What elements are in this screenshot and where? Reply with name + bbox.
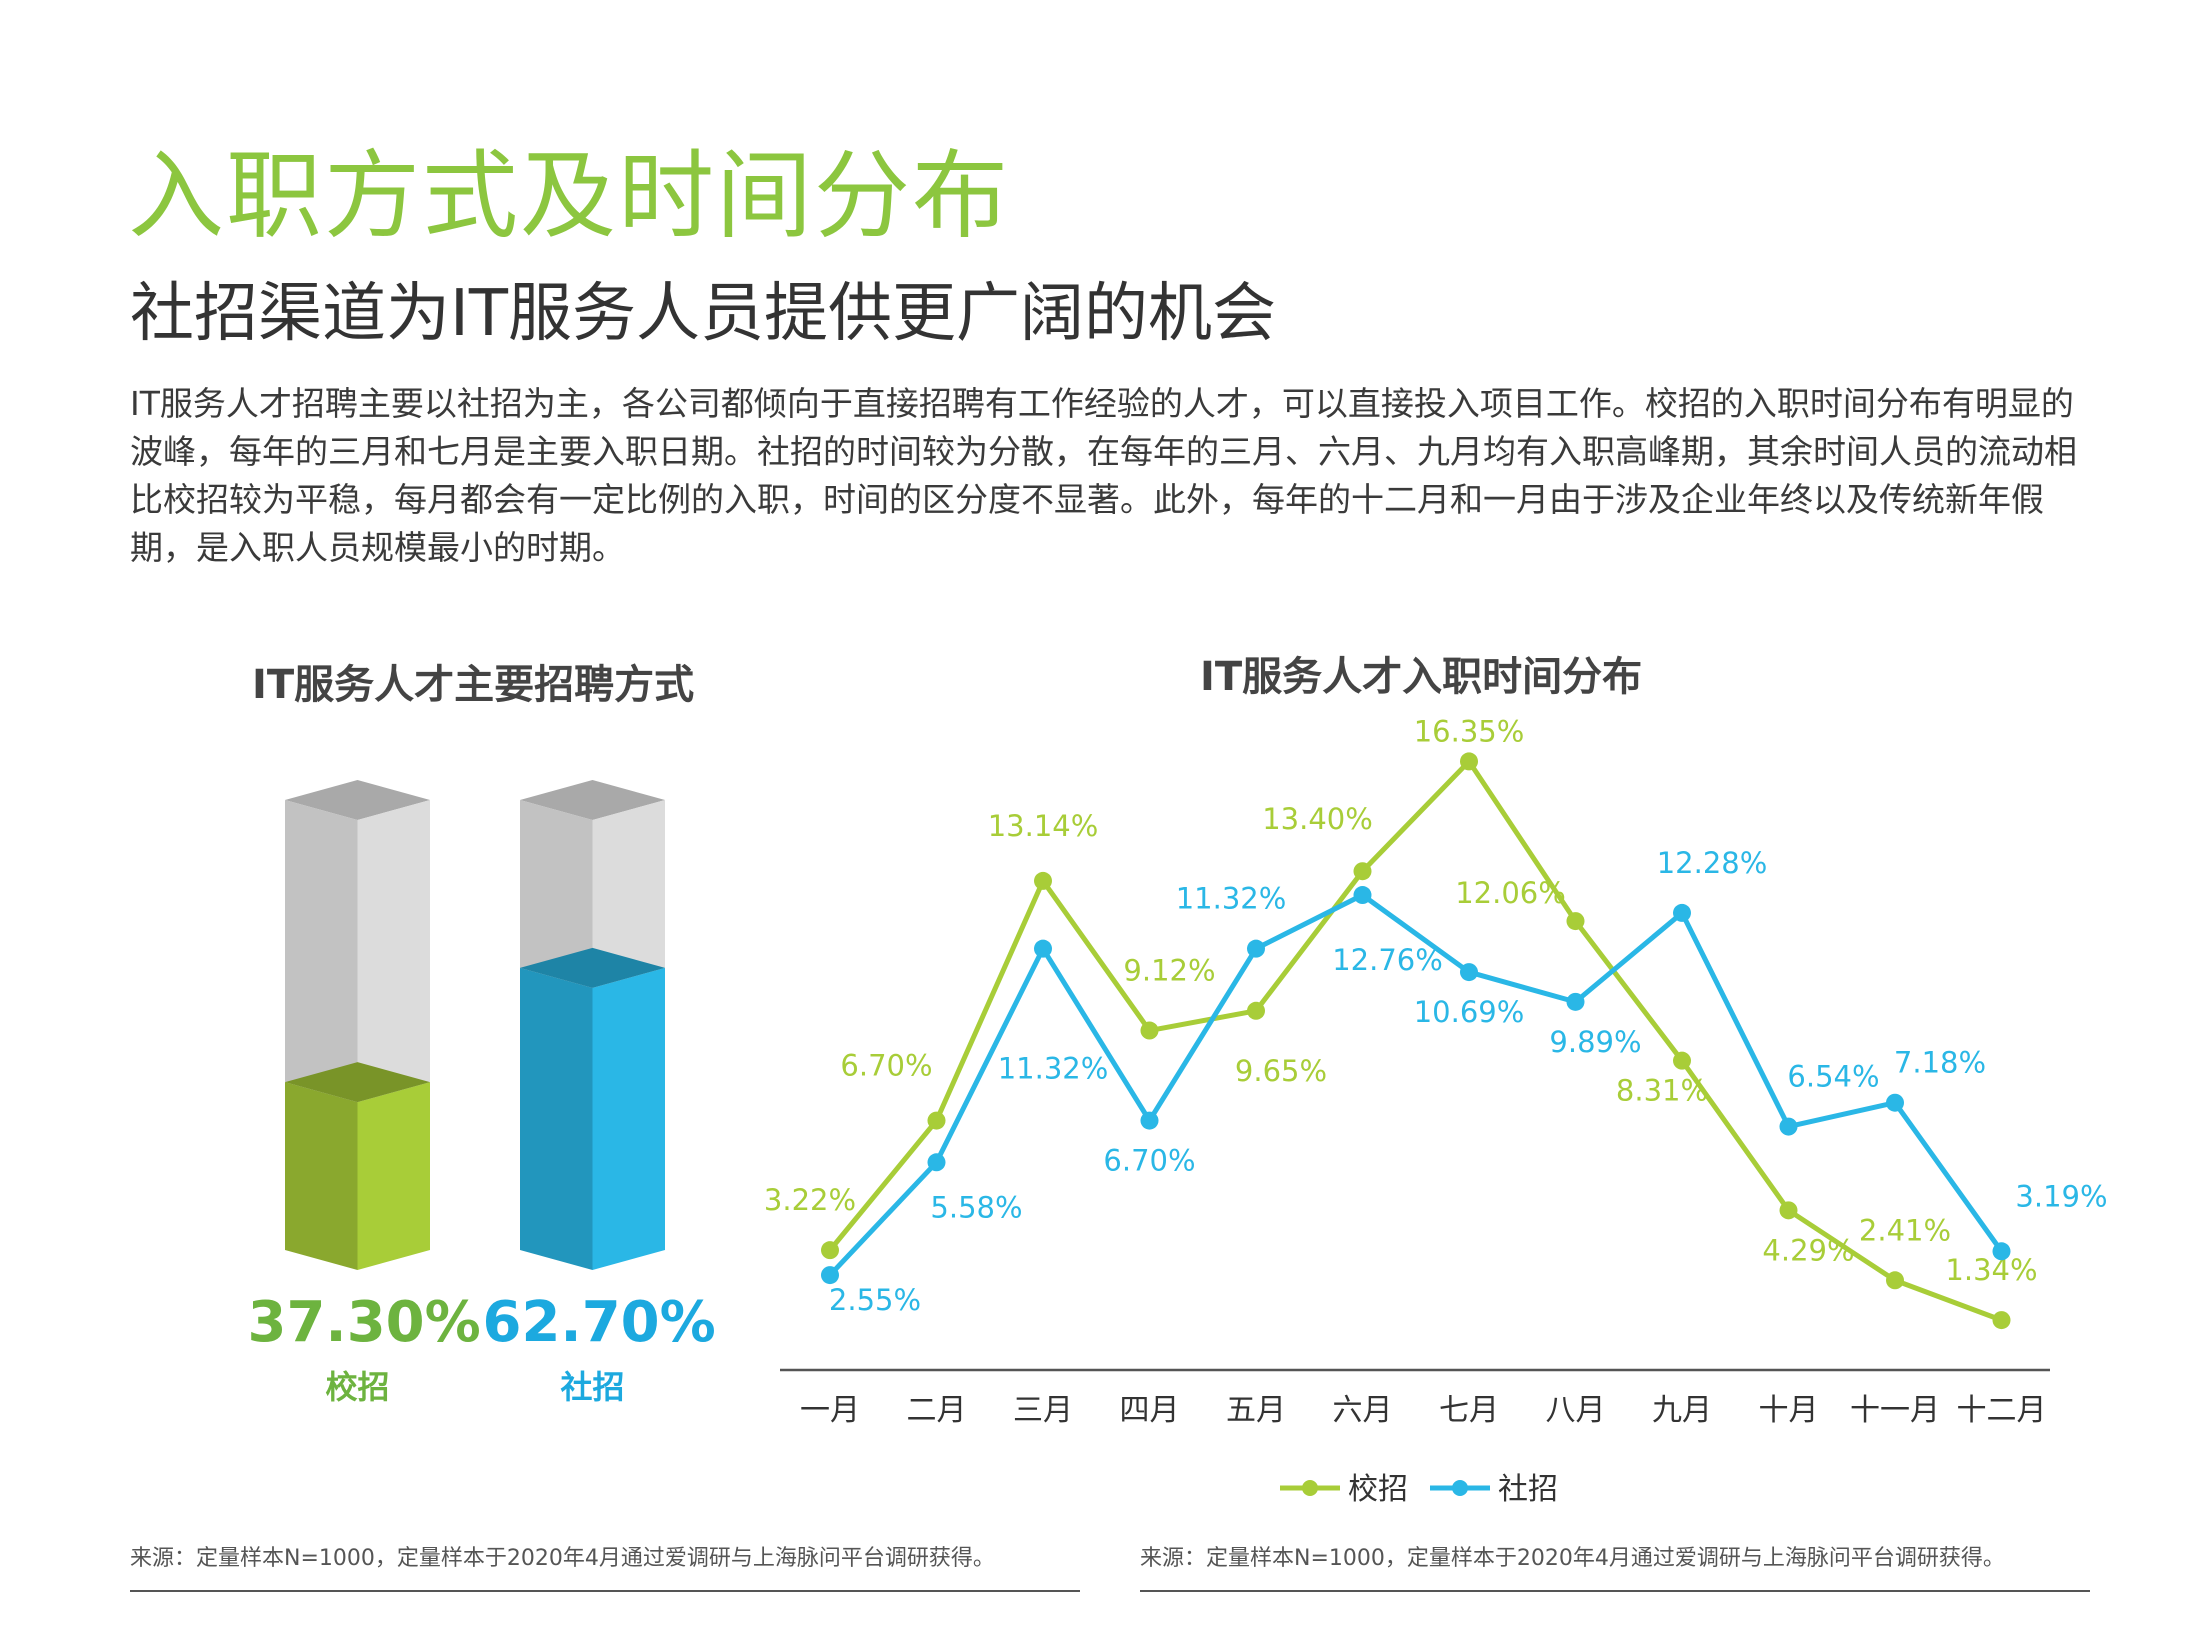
x-tick-label: 三月 [1013, 1393, 1073, 1428]
legend-label: 校招 [1348, 1472, 1408, 1507]
bar-fill-left [285, 1082, 358, 1270]
data-point [1247, 1001, 1265, 1020]
data-label: 12.06% [1455, 876, 1566, 910]
x-tick-label: 四月 [1120, 1393, 1180, 1428]
data-point [821, 1241, 839, 1260]
bar-remainder-left [520, 800, 593, 988]
source-note-right: 来源：定量样本N=1000，定量样本于2020年4月通过爱调研与上海脉问平台调研… [1140, 1546, 2005, 1571]
source-note-left: 来源：定量样本N=1000，定量样本于2020年4月通过爱调研与上海脉问平台调研… [130, 1546, 995, 1571]
data-label: 13.40% [1262, 802, 1373, 836]
body-paragraph: IT服务人才招聘主要以社招为主，各公司都倾向于直接招聘有工作经验的人才，可以直接… [130, 384, 2077, 567]
data-label: 16.35% [1414, 714, 1525, 748]
legend-label: 社招 [1498, 1472, 1558, 1507]
bar-value-campus: 37.30% [247, 1290, 481, 1355]
page-subtitle: 社招渠道为IT服务人员提供更广阔的机会 [130, 277, 1276, 351]
data-label: 3.19% [2015, 1179, 2107, 1213]
bar-remainder-right [357, 800, 430, 1103]
bar-label-social: 社招 [560, 1368, 625, 1406]
data-label: 5.58% [930, 1190, 1022, 1224]
data-label: 1.34% [1945, 1253, 2037, 1287]
legend-marker [1302, 1480, 1318, 1496]
bar-remainder-right [592, 800, 665, 988]
data-label: 8.31% [1616, 1074, 1708, 1108]
series-line [828, 758, 2003, 1323]
data-label: 9.12% [1123, 954, 1215, 988]
data-label: 7.18% [1894, 1046, 1986, 1080]
x-tick-label: 十二月 [1957, 1393, 2047, 1428]
legend-item-0: 校招 [1280, 1472, 1408, 1507]
x-tick-label: 五月 [1226, 1393, 1286, 1428]
data-point [1034, 939, 1052, 958]
data-point [1673, 903, 1691, 922]
data-point [821, 1266, 839, 1285]
data-label: 13.14% [988, 809, 1099, 843]
series-line [828, 892, 2004, 1277]
data-point [1673, 1051, 1691, 1070]
data-label: 12.76% [1332, 943, 1443, 977]
legend-marker [1452, 1480, 1468, 1496]
bar-fill-left [520, 967, 593, 1270]
bar-label-campus: 校招 [325, 1368, 390, 1406]
data-point [1992, 1242, 2011, 1261]
source-divider-left [130, 1590, 1080, 1592]
source-divider-right [1140, 1590, 2090, 1592]
bar-fill-right [357, 1082, 430, 1270]
data-point [1886, 1093, 1904, 1112]
line-chart-title: IT服务人才入职时间分布 [1200, 654, 1643, 700]
data-label: 2.41% [1859, 1213, 1951, 1247]
x-tick-label: 一月 [800, 1393, 860, 1428]
data-point [1566, 912, 1585, 931]
bar-0 [285, 780, 430, 1270]
data-label: 9.65% [1235, 1054, 1327, 1088]
data-point [1460, 963, 1478, 982]
data-point [927, 1153, 946, 1172]
bar-fill-top [520, 947, 665, 988]
data-point [1779, 1117, 1798, 1136]
bar-fill-right [592, 967, 665, 1270]
data-label: 2.55% [829, 1283, 921, 1317]
data-point [1247, 939, 1265, 958]
bar-fill-top [285, 1062, 430, 1103]
data-label: 11.32% [1176, 882, 1287, 916]
bar-chart-title: IT服务人才主要招聘方式 [252, 662, 695, 708]
x-tick-label: 七月 [1439, 1393, 1499, 1428]
data-point [1140, 1111, 1159, 1130]
data-point [1460, 752, 1478, 771]
x-tick-label: 二月 [907, 1393, 967, 1428]
data-point [927, 1111, 946, 1130]
bar-remainder-left [285, 800, 358, 1103]
bar-value-social: 62.70% [482, 1290, 716, 1355]
data-point [1140, 1021, 1159, 1040]
x-tick-label: 六月 [1333, 1393, 1393, 1428]
data-label: 6.54% [1787, 1060, 1879, 1094]
data-label: 6.70% [1103, 1144, 1195, 1178]
data-point [1353, 886, 1372, 905]
data-label: 11.32% [998, 1052, 1109, 1086]
bar-1 [520, 780, 665, 1270]
recruitment-method-chart [285, 780, 665, 1270]
data-label: 4.29% [1762, 1233, 1854, 1267]
x-tick-label: 十一月 [1850, 1393, 1940, 1428]
legend-item-1: 社招 [1430, 1472, 1558, 1507]
data-label: 9.89% [1549, 1025, 1641, 1059]
data-label: 6.70% [840, 1049, 932, 1083]
data-point [1034, 871, 1052, 890]
x-tick-label: 十月 [1759, 1393, 1819, 1428]
series-0: 3.22% 6.70% 13.14% 9.12% 9.65% 13.40% 16.35% 12… [764, 714, 2038, 1330]
data-point [1992, 1311, 2011, 1330]
data-label: 10.69% [1414, 995, 1525, 1029]
data-point [1886, 1271, 1904, 1290]
data-point [1353, 862, 1372, 881]
data-label: 3.22% [764, 1183, 856, 1217]
data-label: 12.28% [1657, 846, 1768, 880]
page-title: 入职方式及时间分布 [128, 140, 1010, 252]
data-point [1779, 1201, 1798, 1220]
x-tick-label: 九月 [1652, 1393, 1712, 1428]
data-point [1566, 992, 1585, 1011]
series-1: 2.55% 5.58% 11.32% 6.70% 11.32% 12.76% 10.69% 9… [821, 846, 2108, 1317]
x-tick-label: 八月 [1546, 1393, 1606, 1428]
